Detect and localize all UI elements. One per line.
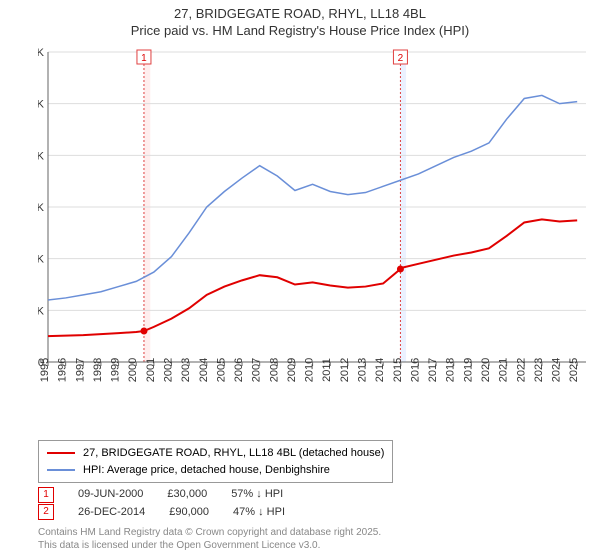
svg-text:2019: 2019 xyxy=(462,358,474,382)
svg-text:2003: 2003 xyxy=(180,358,192,382)
svg-text:2018: 2018 xyxy=(445,358,457,382)
attrib-line2: This data is licensed under the Open Gov… xyxy=(38,539,381,552)
title-sub: Price paid vs. HM Land Registry's House … xyxy=(0,23,600,40)
svg-text:£200K: £200K xyxy=(38,150,45,162)
svg-text:2022: 2022 xyxy=(515,358,527,382)
svg-text:2: 2 xyxy=(398,53,404,64)
legend-row: HPI: Average price, detached house, Denb… xyxy=(47,462,384,479)
svg-text:2017: 2017 xyxy=(427,358,439,382)
svg-text:1996: 1996 xyxy=(57,358,69,382)
svg-text:£250K: £250K xyxy=(38,99,45,111)
svg-text:2001: 2001 xyxy=(145,358,157,382)
marker-date: 26-DEC-2014 xyxy=(78,504,145,522)
svg-text:2009: 2009 xyxy=(286,358,298,382)
svg-text:£150K: £150K xyxy=(38,202,45,214)
svg-text:2013: 2013 xyxy=(357,358,369,382)
attrib-line1: Contains HM Land Registry data © Crown c… xyxy=(38,526,381,539)
marker-delta: 57% ↓ HPI xyxy=(231,486,283,504)
svg-text:2007: 2007 xyxy=(251,358,263,382)
marker-badge-2: 2 xyxy=(38,504,54,520)
legend-swatch-2 xyxy=(47,469,75,471)
svg-text:£50K: £50K xyxy=(38,305,45,317)
svg-text:2024: 2024 xyxy=(551,358,563,382)
svg-text:2004: 2004 xyxy=(198,358,210,382)
svg-text:2006: 2006 xyxy=(233,358,245,382)
legend-label-1: 27, BRIDGEGATE ROAD, RHYL, LL18 4BL (det… xyxy=(83,445,384,462)
title-main: 27, BRIDGEGATE ROAD, RHYL, LL18 4BL xyxy=(0,6,600,23)
svg-text:1: 1 xyxy=(141,53,147,64)
chart-container: 27, BRIDGEGATE ROAD, RHYL, LL18 4BL Pric… xyxy=(0,0,600,560)
svg-text:2014: 2014 xyxy=(374,358,386,382)
svg-text:2010: 2010 xyxy=(304,358,316,382)
marker-row: 1 09-JUN-2000 £30,000 57% ↓ HPI xyxy=(38,486,285,504)
marker-row: 2 26-DEC-2014 £90,000 47% ↓ HPI xyxy=(38,504,285,522)
svg-text:£100K: £100K xyxy=(38,254,45,266)
legend-row: 27, BRIDGEGATE ROAD, RHYL, LL18 4BL (det… xyxy=(47,445,384,462)
svg-text:£300K: £300K xyxy=(38,47,45,59)
svg-text:2002: 2002 xyxy=(162,358,174,382)
marker-badge-1: 1 xyxy=(38,487,54,503)
svg-text:2023: 2023 xyxy=(533,358,545,382)
chart-svg: £0£50K£100K£150K£200K£250K£300K121995199… xyxy=(38,46,590,406)
svg-text:1997: 1997 xyxy=(74,358,86,382)
svg-text:2025: 2025 xyxy=(568,358,580,382)
title-block: 27, BRIDGEGATE ROAD, RHYL, LL18 4BL Pric… xyxy=(0,0,600,40)
legend-swatch-1 xyxy=(47,452,75,454)
svg-text:2012: 2012 xyxy=(339,358,351,382)
svg-text:1995: 1995 xyxy=(39,358,51,382)
svg-text:2005: 2005 xyxy=(215,358,227,382)
marker-price: £30,000 xyxy=(167,486,207,504)
marker-date: 09-JUN-2000 xyxy=(78,486,143,504)
svg-text:2020: 2020 xyxy=(480,358,492,382)
svg-text:1998: 1998 xyxy=(92,358,104,382)
legend-label-2: HPI: Average price, detached house, Denb… xyxy=(83,462,330,479)
svg-text:2008: 2008 xyxy=(268,358,280,382)
marker-price: £90,000 xyxy=(169,504,209,522)
attribution: Contains HM Land Registry data © Crown c… xyxy=(38,526,381,552)
chart-area: £0£50K£100K£150K£200K£250K£300K121995199… xyxy=(38,46,590,406)
svg-text:2016: 2016 xyxy=(409,358,421,382)
marker-delta: 47% ↓ HPI xyxy=(233,504,285,522)
svg-text:2000: 2000 xyxy=(127,358,139,382)
sale-markers: 1 09-JUN-2000 £30,000 57% ↓ HPI 2 26-DEC… xyxy=(38,486,285,521)
svg-text:2021: 2021 xyxy=(498,358,510,382)
svg-text:1999: 1999 xyxy=(110,358,122,382)
legend: 27, BRIDGEGATE ROAD, RHYL, LL18 4BL (det… xyxy=(38,440,393,483)
svg-text:2011: 2011 xyxy=(321,358,333,382)
svg-text:2015: 2015 xyxy=(392,358,404,382)
